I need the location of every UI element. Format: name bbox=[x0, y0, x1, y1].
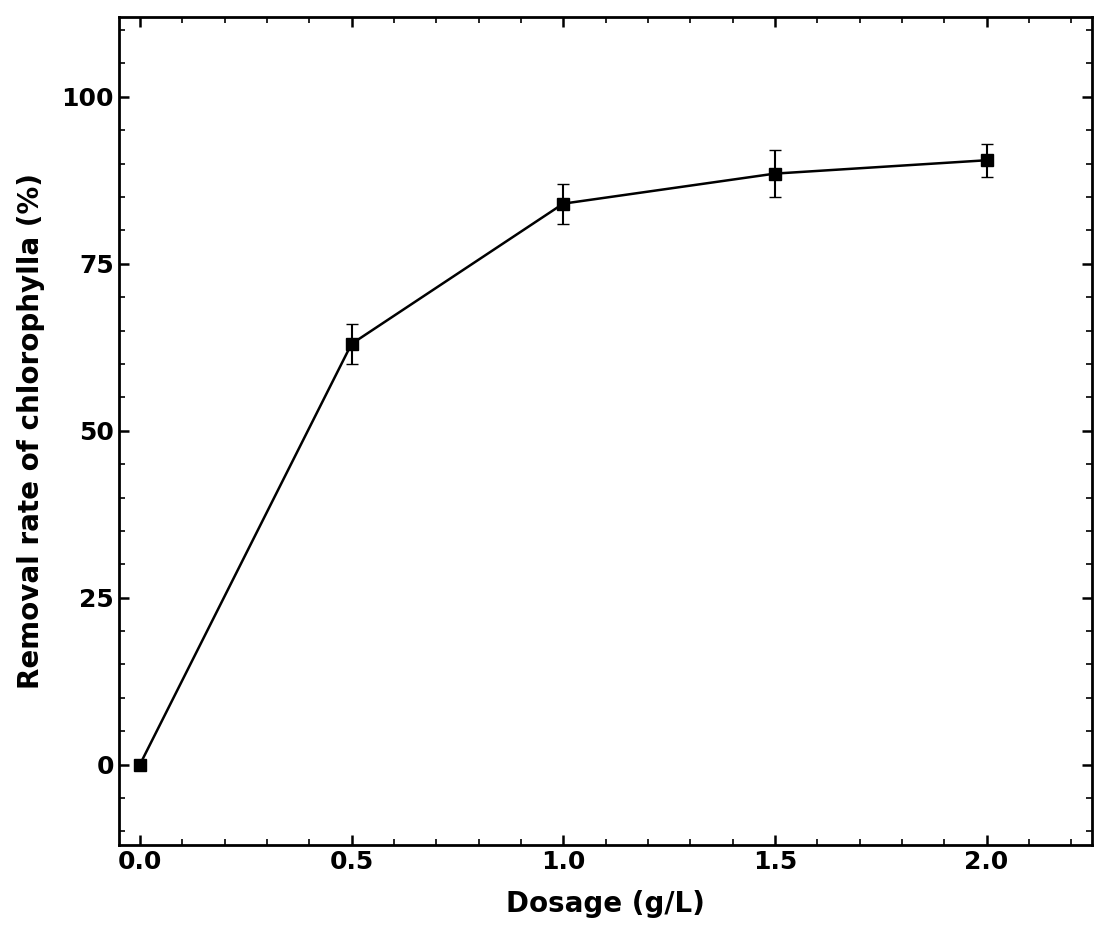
X-axis label: Dosage (g/L): Dosage (g/L) bbox=[506, 890, 705, 918]
Y-axis label: Removal rate of chlorophylla (%): Removal rate of chlorophylla (%) bbox=[17, 173, 44, 689]
